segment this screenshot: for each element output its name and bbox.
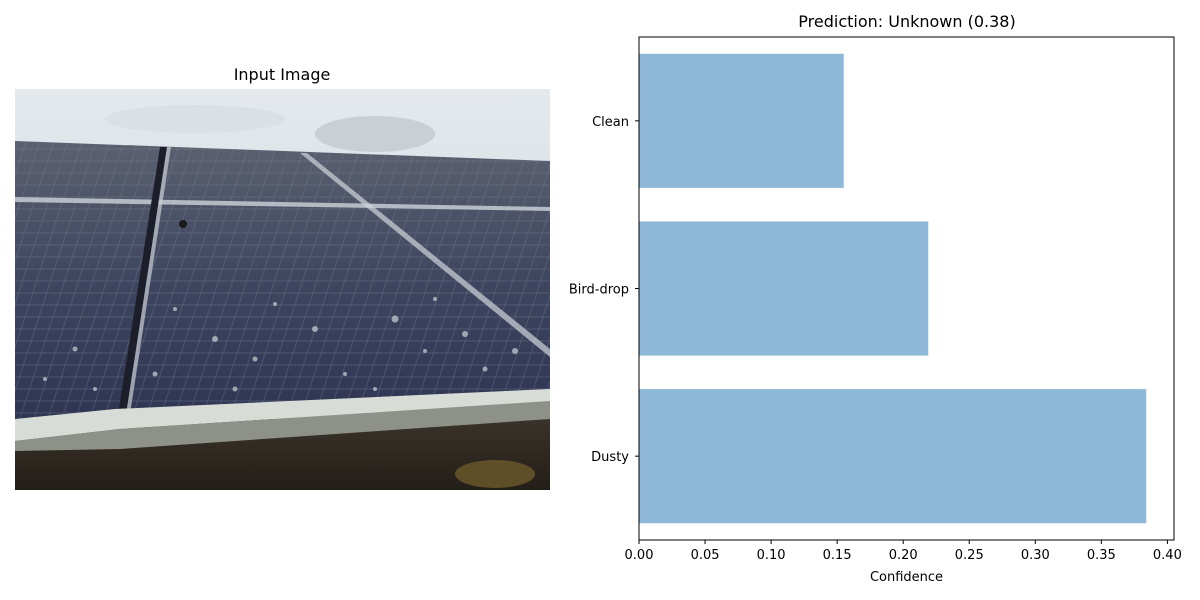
input-image [15,89,550,490]
x-tick-label: 0.30 [1021,548,1050,563]
x-tick-label: 0.20 [889,548,918,563]
x-axis-label: Confidence [870,570,943,585]
x-tick-label: 0.40 [1153,548,1182,563]
y-tick-label: Dusty [591,450,629,465]
bars-group [639,53,1147,524]
input-image-title: Input Image [233,65,331,84]
x-tick-label: 0.00 [625,548,654,563]
x-tick-label: 0.35 [1087,548,1116,563]
bar-clean [639,53,844,188]
chart-title: Prediction: Unknown (0.38) [798,12,1016,31]
plot-area-frame [638,36,1175,541]
bar-dusty [639,389,1147,524]
y-tick-label: Bird-drop [569,283,629,298]
bar-bird-drop [639,221,929,356]
x-tick-label: 0.10 [757,548,786,563]
x-tick-label: 0.15 [823,548,852,563]
x-tick-label: 0.25 [955,548,984,563]
x-tick-label: 0.05 [691,548,720,563]
ticks-group: Dusty Bird-drop Clean 0.00 0.05 0.10 0.15 0.20 0… [569,115,1182,563]
y-tick-label: Clean [592,115,629,130]
